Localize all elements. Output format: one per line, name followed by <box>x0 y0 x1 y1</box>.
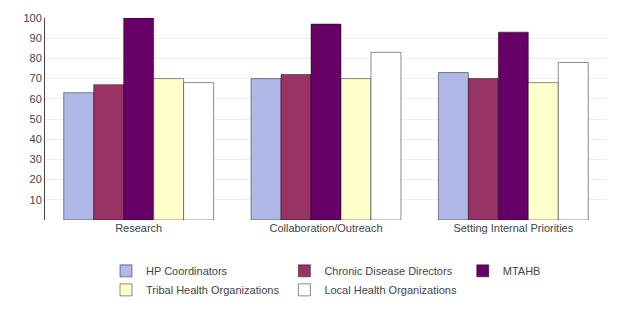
svg-text:Local Health Organizations: Local Health Organizations <box>324 284 457 296</box>
svg-text:Chronic Disease Directors: Chronic Disease Directors <box>324 265 452 277</box>
svg-text:50: 50 <box>30 113 42 125</box>
svg-text:40: 40 <box>30 133 42 145</box>
svg-text:60: 60 <box>30 93 42 105</box>
svg-text:90: 90 <box>30 32 42 44</box>
svg-text:Collaboration/Outreach: Collaboration/Outreach <box>269 222 382 234</box>
svg-text:10: 10 <box>30 194 42 206</box>
svg-text:Research: Research <box>115 222 162 234</box>
svg-text:MTAHB: MTAHB <box>503 265 541 277</box>
svg-text:20: 20 <box>30 173 42 185</box>
svg-text:HP Coordinators: HP Coordinators <box>146 265 228 277</box>
svg-text:80: 80 <box>30 52 42 64</box>
svg-text:30: 30 <box>30 153 42 165</box>
svg-text:100: 100 <box>23 12 41 24</box>
svg-text:70: 70 <box>30 72 42 84</box>
svg-text:Tribal Health Organizations: Tribal Health Organizations <box>146 284 279 296</box>
svg-text:Setting Internal Priorities: Setting Internal Priorities <box>453 222 573 234</box>
